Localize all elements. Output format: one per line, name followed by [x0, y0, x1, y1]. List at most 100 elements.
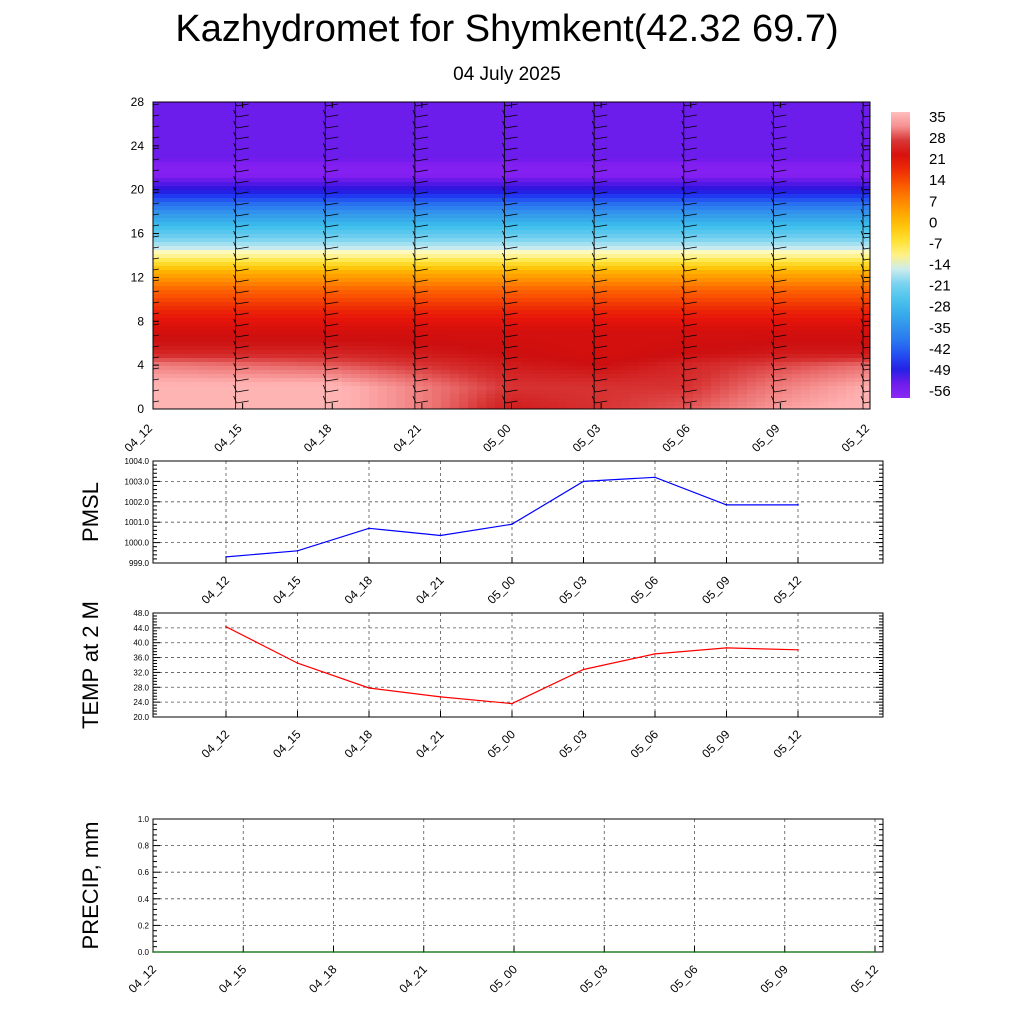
temperature-cell — [405, 166, 415, 171]
temperature-cell — [423, 374, 433, 379]
temperature-cell — [288, 334, 298, 339]
temperature-cell — [621, 134, 631, 139]
temperature-cell — [225, 190, 235, 195]
temperature-cell — [666, 102, 676, 107]
temperature-cell — [675, 402, 685, 407]
temperature-cell — [333, 154, 343, 159]
temperature-cell — [576, 102, 586, 107]
temperature-cell — [288, 302, 298, 307]
temperature-cell — [234, 258, 244, 263]
temperature-cell — [162, 234, 172, 239]
temperature-cell — [162, 214, 172, 219]
temperature-cell — [585, 298, 595, 303]
temperature-cell — [306, 330, 316, 335]
temperature-cell — [216, 310, 226, 315]
temperature-cell — [162, 318, 172, 323]
temperature-cell — [630, 158, 640, 163]
temperature-cell — [693, 346, 703, 351]
temperature-cell — [594, 146, 604, 151]
temperature-cell — [162, 210, 172, 215]
temperature-cell — [270, 406, 280, 409]
temperature-cell — [180, 106, 190, 111]
temperature-cell — [612, 110, 622, 115]
temperature-cell — [351, 182, 361, 187]
temperature-cell — [495, 146, 505, 151]
temperature-cell — [648, 222, 658, 227]
temperature-cell — [603, 242, 613, 247]
temperature-cell — [621, 402, 631, 407]
temperature-cell — [243, 406, 253, 409]
temperature-cell — [711, 126, 721, 131]
temperature-cell — [432, 282, 442, 287]
temperature-cell — [423, 302, 433, 307]
temperature-cell — [306, 274, 316, 279]
temperature-cell — [315, 138, 325, 143]
temperature-cell — [207, 374, 217, 379]
temperature-cell — [225, 258, 235, 263]
temperature-cell — [504, 358, 514, 363]
temperature-cell — [585, 106, 595, 111]
temperature-cell — [441, 310, 451, 315]
temperature-cell — [459, 146, 469, 151]
temperature-cell — [603, 130, 613, 135]
temperature-cell — [243, 274, 253, 279]
temperature-cell — [432, 406, 442, 409]
temperature-cell — [585, 218, 595, 223]
temperature-cell — [513, 338, 523, 343]
temperature-cell — [270, 346, 280, 351]
temperature-cell — [504, 386, 514, 391]
temperature-cell — [711, 406, 721, 409]
temperature-cell — [459, 302, 469, 307]
temperature-cell — [261, 162, 271, 167]
temperature-cell — [531, 354, 541, 359]
temperature-cell — [216, 334, 226, 339]
temperature-cell — [612, 122, 622, 127]
temperature-cell — [477, 170, 487, 175]
temperature-cell — [468, 406, 478, 409]
temperature-cell — [450, 190, 460, 195]
temperature-cell — [414, 326, 424, 331]
temperature-cell — [180, 210, 190, 215]
temperature-cell — [576, 158, 586, 163]
temperature-cell — [243, 290, 253, 295]
temperature-cell — [459, 254, 469, 259]
temperature-cell — [450, 310, 460, 315]
temperature-cell — [657, 122, 667, 127]
temperature-cell — [315, 146, 325, 151]
temperature-cell — [612, 334, 622, 339]
temperature-cell — [423, 158, 433, 163]
temperature-cell — [504, 326, 514, 331]
temperature-cell — [216, 346, 226, 351]
temperature-cell — [495, 330, 505, 335]
temperature-cell — [603, 326, 613, 331]
temperature-cell — [351, 294, 361, 299]
temperature-cell — [252, 234, 262, 239]
temperature-cell — [171, 282, 181, 287]
temperature-cell — [576, 218, 586, 223]
temperature-cell — [414, 170, 424, 175]
temperature-cell — [189, 354, 199, 359]
temperature-cell — [279, 118, 289, 123]
temperature-cell — [252, 174, 262, 179]
temperature-cell — [693, 146, 703, 151]
temperature-cell — [225, 282, 235, 287]
temperature-cell — [162, 198, 172, 203]
temperature-cell — [333, 290, 343, 295]
temperature-cell — [441, 406, 451, 409]
temperature-cell — [657, 154, 667, 159]
temperature-cell — [162, 250, 172, 255]
temperature-cell — [711, 190, 721, 195]
temperature-cell — [693, 110, 703, 115]
temperature-cell — [315, 274, 325, 279]
temperature-cell — [459, 286, 469, 291]
temperature-cell — [486, 186, 496, 191]
temperature-cell — [216, 290, 226, 295]
temperature-cell — [198, 298, 208, 303]
temperature-cell — [486, 298, 496, 303]
temperature-cell — [180, 150, 190, 155]
temperature-cell — [621, 234, 631, 239]
temperature-cell — [387, 270, 397, 275]
temperature-cell — [468, 114, 478, 119]
temperature-cell — [513, 250, 523, 255]
temperature-cell — [639, 302, 649, 307]
